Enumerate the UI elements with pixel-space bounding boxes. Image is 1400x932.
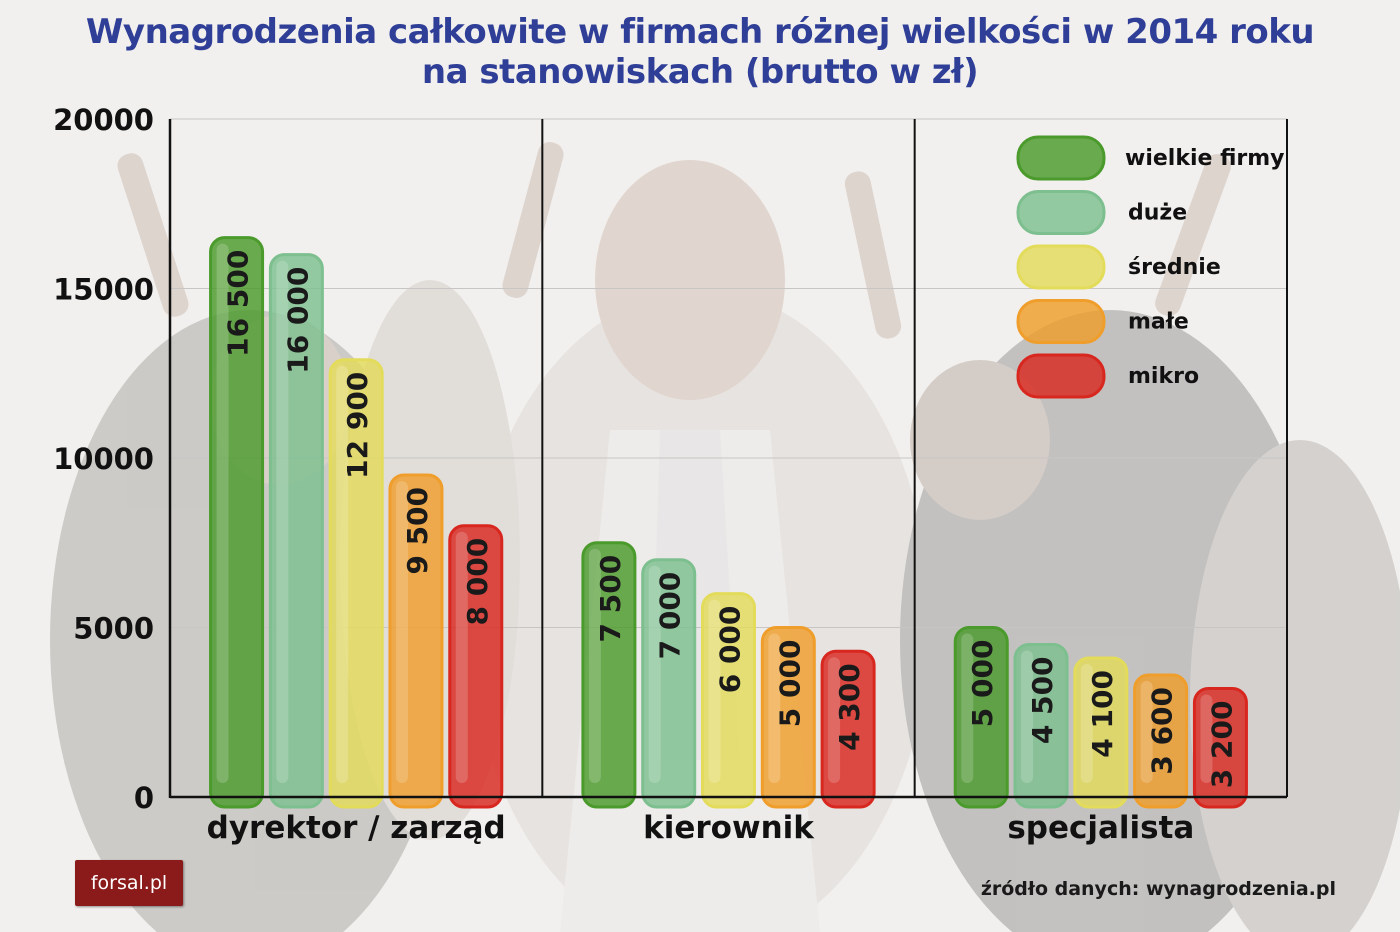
x-category-label: kierownik [643, 810, 815, 846]
x-category-label: dyrektor / zarząd [207, 810, 506, 846]
bar-highlight [216, 243, 229, 783]
legend-swatch [1016, 190, 1106, 235]
legend-swatch [1016, 135, 1106, 181]
bar-highlight [395, 480, 408, 783]
bar[interactable] [448, 524, 504, 809]
bar-value-label: 7 500 [594, 555, 627, 643]
bar-highlight [708, 599, 721, 783]
bar-highlight [455, 531, 468, 783]
bar[interactable] [701, 592, 756, 809]
bar[interactable] [581, 541, 637, 809]
bar-value-label: 6 000 [714, 606, 747, 694]
logo-text: forsal.pl [90, 872, 168, 894]
bar[interactable] [1073, 656, 1129, 809]
y-tick-label: 10000 [53, 442, 154, 476]
bar-highlight [768, 633, 781, 783]
x-category-label: specjalista [1007, 810, 1194, 846]
legend-label: średnie [1128, 255, 1221, 280]
bar-highlight [1140, 680, 1153, 783]
bar-highlight [1200, 694, 1213, 783]
legend-swatch [1016, 299, 1106, 344]
y-tick-label: 20000 [53, 103, 154, 137]
bar-value-label: 5 000 [773, 640, 806, 728]
bar-highlight [961, 633, 974, 783]
legend: wielkie firmy duże średnie małe mikro [1016, 135, 1285, 399]
legend-label: duże [1128, 201, 1187, 226]
bar[interactable] [760, 626, 816, 809]
bar-value-label: 9 500 [401, 487, 434, 575]
chart-title: Wynagrodzenia całkowite w firmach różnej… [85, 12, 1315, 52]
bar-highlight [648, 565, 661, 783]
bar-value-label: 3 600 [1146, 687, 1179, 775]
axes [168, 119, 1288, 799]
bars-group: 16 500 16 000 12 900 9 500 8 000 7 500 7 000 6 … [209, 236, 1248, 809]
bar-highlight [1021, 650, 1034, 783]
bar[interactable] [641, 558, 697, 809]
legend-label: małe [1128, 310, 1189, 335]
bar[interactable] [1133, 673, 1189, 809]
bar[interactable] [953, 626, 1009, 809]
bar-value-label: 7 000 [654, 572, 687, 660]
y-tick-label: 5000 [73, 612, 154, 646]
y-tick-label: 0 [134, 781, 154, 815]
bar-value-label: 4 100 [1086, 670, 1119, 758]
legend-label: mikro [1128, 364, 1199, 389]
bar[interactable] [388, 473, 444, 809]
bar-highlight [1080, 664, 1093, 783]
forsal-logo: forsal.pl [75, 860, 183, 906]
bar-value-label: 8 000 [461, 538, 494, 626]
bar-value-label: 3 200 [1205, 701, 1238, 789]
y-tick-label: 15000 [53, 273, 154, 307]
y-tick-labels: 0 5000 10000 15000 20000 [53, 103, 154, 815]
legend-swatch [1016, 353, 1106, 399]
chart-subtitle: na stanowiskach (brutto w zł) [421, 52, 979, 92]
bar[interactable] [1192, 687, 1248, 809]
legend-label: wielkie firmy [1125, 146, 1285, 171]
bar[interactable] [328, 358, 384, 809]
bar-value-label: 12 900 [341, 372, 374, 479]
bar[interactable] [1013, 642, 1069, 809]
bar-highlight [336, 365, 349, 783]
bar-value-label: 5 000 [966, 640, 999, 728]
bar-highlight [276, 260, 289, 784]
bar[interactable] [209, 236, 265, 809]
bar-value-label: 4 300 [833, 663, 866, 751]
bar-highlight [588, 548, 601, 783]
bar[interactable] [268, 253, 324, 809]
x-category-labels: dyrektor / zarząd kierownik specjalista [207, 810, 1195, 846]
source-note: źródło danych: wynagrodzenia.pl [980, 878, 1336, 900]
legend-swatch [1016, 244, 1106, 290]
bar-highlight [828, 657, 841, 783]
bar-value-label: 16 000 [281, 267, 314, 374]
bar-value-label: 16 500 [222, 250, 255, 357]
bar[interactable] [820, 649, 876, 809]
bar-value-label: 4 500 [1026, 656, 1059, 744]
